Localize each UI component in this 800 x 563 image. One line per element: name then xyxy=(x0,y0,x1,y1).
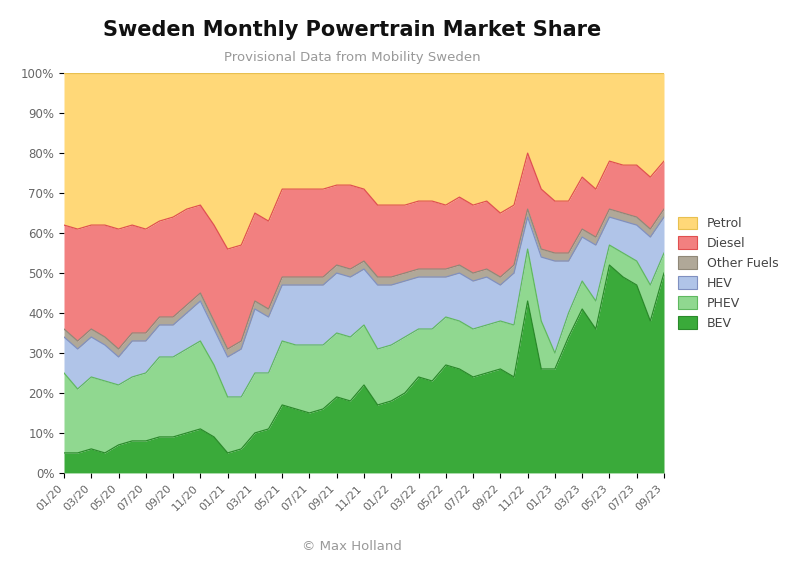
Text: Sweden Monthly Powertrain Market Share: Sweden Monthly Powertrain Market Share xyxy=(103,20,601,40)
Text: Provisional Data from Mobility Sweden: Provisional Data from Mobility Sweden xyxy=(224,51,480,64)
Legend: Petrol, Diesel, Other Fuels, HEV, PHEV, BEV: Petrol, Diesel, Other Fuels, HEV, PHEV, … xyxy=(674,212,784,334)
Text: © Max Holland: © Max Holland xyxy=(302,540,402,553)
